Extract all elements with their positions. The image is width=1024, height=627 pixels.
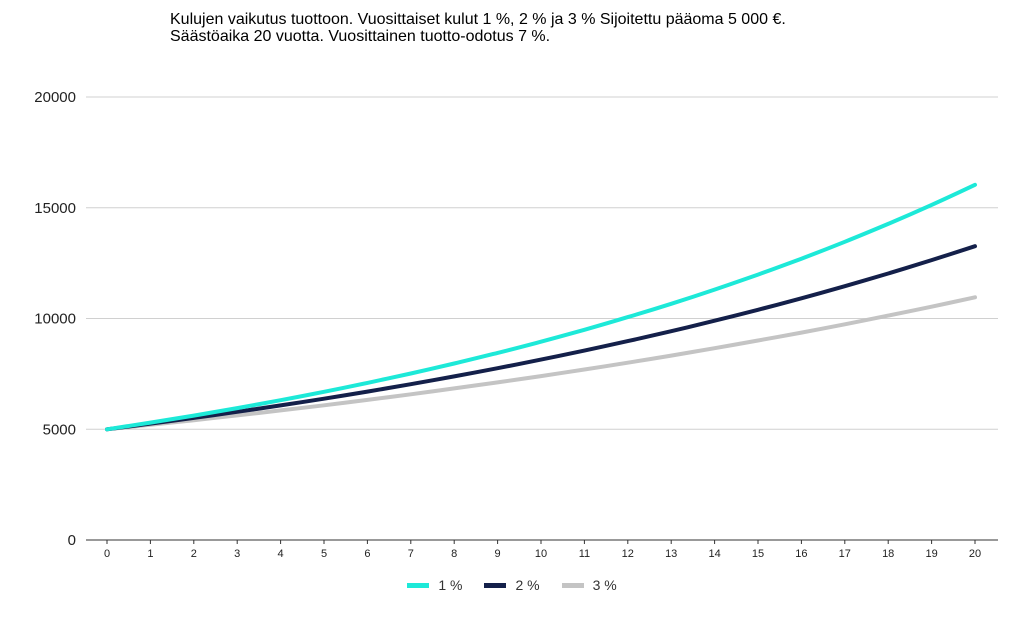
x-tick-label: 7 <box>408 548 414 560</box>
y-tick-label: 10000 <box>34 311 76 328</box>
legend-swatch <box>484 582 507 588</box>
y-tick-label: 0 <box>68 532 76 549</box>
chart-subtitle: Säästöaika 20 vuotta. Vuosittainen tuott… <box>170 28 551 45</box>
legend-item: 2 % <box>484 577 540 593</box>
legend-swatch <box>407 582 430 588</box>
chart-title-block: Kulujen vaikutus tuottoon. Vuosittaiset … <box>170 11 990 45</box>
legend-swatch <box>561 582 584 588</box>
x-tick-label: 3 <box>234 548 240 560</box>
legend-item: 3 % <box>561 577 617 593</box>
legend-label: 3 % <box>592 577 617 593</box>
x-tick-label: 15 <box>752 548 764 560</box>
legend-label: 1 % <box>438 577 463 593</box>
x-tick-label: 20 <box>969 548 981 560</box>
x-tick-label: 1 <box>147 548 153 560</box>
series-line-2pct <box>105 244 977 432</box>
y-tick-label: 15000 <box>34 200 76 217</box>
legend-item: 1 % <box>407 577 462 593</box>
x-tick-label: 10 <box>535 548 547 560</box>
x-tick-label: 14 <box>708 548 720 560</box>
x-tick-label: 4 <box>278 548 284 560</box>
x-tick-label: 18 <box>882 548 894 560</box>
x-tick-label: 16 <box>795 548 807 560</box>
x-tick-label: 13 <box>665 548 677 560</box>
chart-legend: 1 % 2 % 3 % <box>0 577 1024 593</box>
x-tick-label: 11 <box>579 548 590 560</box>
series-line-1pct <box>105 182 977 432</box>
legend-label: 2 % <box>515 577 540 593</box>
x-tick-label: 2 <box>191 548 197 560</box>
x-tick-label: 5 <box>321 548 327 560</box>
x-tick-label: 6 <box>364 548 370 560</box>
x-tick-label: 12 <box>622 548 634 560</box>
x-tick-label: 17 <box>839 548 851 560</box>
x-tick-label: 9 <box>495 548 501 560</box>
series-line-3pct <box>105 295 977 432</box>
x-tick-label: 0 <box>104 548 110 560</box>
x-tick-label: 19 <box>925 548 937 560</box>
x-tick-label: 8 <box>451 548 457 560</box>
chart-title: Kulujen vaikutus tuottoon. Vuosittaiset … <box>170 11 786 28</box>
y-tick-label: 20000 <box>34 89 76 106</box>
y-tick-label: 5000 <box>43 421 76 438</box>
